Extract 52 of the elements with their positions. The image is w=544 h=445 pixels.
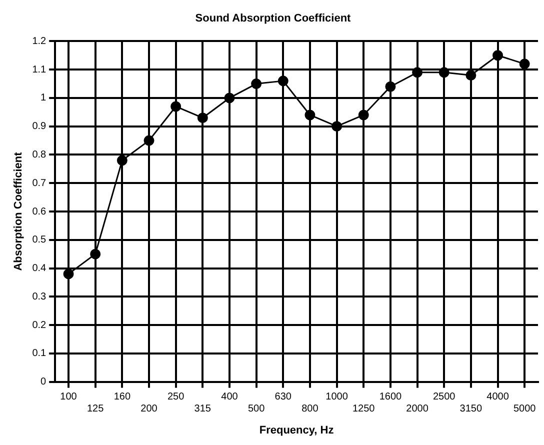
y-tick-label: 0.8: [32, 149, 47, 160]
point: [412, 67, 423, 78]
x-tick-label: 400: [221, 392, 238, 403]
y-tick-label: 0.9: [32, 121, 47, 132]
point: [278, 76, 288, 86]
point: [170, 101, 182, 112]
x-tick-label: 4000: [486, 392, 510, 403]
point: [304, 110, 316, 120]
x-tick-label: 800: [302, 404, 319, 415]
y-tick-label: 0.6: [32, 206, 47, 218]
point: [332, 121, 342, 132]
x-axis-title: Frequency, Hz: [259, 424, 334, 436]
point: [197, 112, 208, 124]
y-tick-label: 1.2: [32, 36, 47, 47]
x-tick-label: 1250: [352, 404, 376, 415]
y-tick-label: 0.4: [32, 263, 47, 274]
chart-title: Sound Absorption Coefficient: [195, 12, 352, 25]
x-tick-label: 315: [194, 404, 212, 415]
y-tick-label: 0.1: [32, 348, 47, 360]
x-tick-label: 500: [248, 404, 266, 415]
point: [90, 248, 101, 260]
y-axis-title: Absorption Coefficient: [12, 152, 25, 271]
x-tick-label: 3150: [460, 404, 482, 415]
point: [438, 67, 450, 78]
y-tick-label: 0.7: [32, 178, 47, 189]
point: [385, 81, 396, 92]
y-tick-label: 0.5: [32, 234, 47, 246]
x-tick-label: 100: [60, 392, 78, 403]
point: [144, 135, 154, 146]
point: [116, 155, 128, 166]
x-tick-label: 160: [114, 392, 131, 403]
x-tick-label: 200: [140, 404, 158, 415]
point: [492, 50, 504, 61]
x-tick-label: 1000: [326, 392, 348, 403]
y-tick-label: 1.1: [32, 64, 47, 76]
point: [358, 110, 369, 120]
x-tick-label: 2000: [406, 404, 429, 415]
x-tick-label: 1600: [379, 392, 402, 403]
point: [251, 78, 262, 90]
x-tick-label: 630: [274, 392, 292, 403]
point: [466, 70, 476, 81]
point: [63, 268, 74, 280]
y-tick-label: 0.3: [32, 291, 47, 302]
point: [519, 58, 530, 70]
y-tick-label: 1: [40, 92, 47, 104]
x-tick-label: 5000: [513, 404, 536, 415]
x-tick-label: 250: [167, 392, 185, 403]
point: [224, 92, 235, 104]
x-tick-label: 125: [87, 404, 104, 415]
y-tick-label: 0: [40, 376, 47, 388]
x-tick-label: 2500: [432, 392, 456, 403]
y-tick-label: 0.2: [32, 320, 47, 331]
